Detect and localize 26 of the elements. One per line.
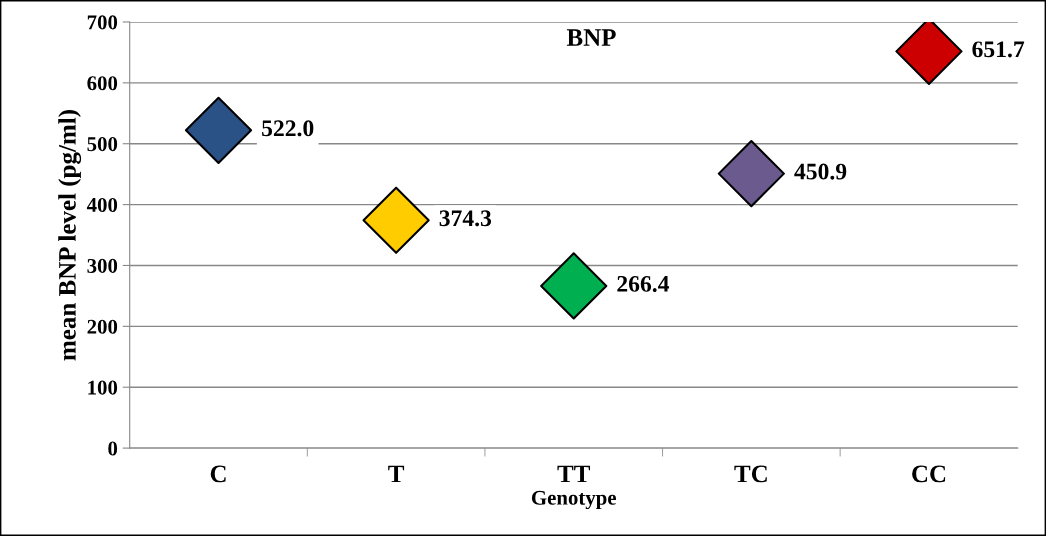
y-tick-label: 500 bbox=[87, 137, 118, 152]
y-tick-label: 200 bbox=[87, 319, 118, 334]
point bbox=[362, 186, 430, 254]
y-tick-label: 0 bbox=[108, 441, 118, 456]
data-label: 266.4 bbox=[617, 275, 670, 292]
x-axis-title: Genotype bbox=[531, 490, 617, 510]
point bbox=[895, 21, 963, 85]
x-tick-label: C bbox=[210, 465, 226, 483]
data-label: 450.9 bbox=[794, 163, 847, 180]
data-label: 374.3 bbox=[439, 210, 492, 227]
y-tick-label: 300 bbox=[87, 258, 118, 273]
y-tick-label: 700 bbox=[87, 15, 118, 30]
x-tick-label: TT bbox=[557, 465, 591, 483]
y-tick-label: 400 bbox=[86, 197, 118, 213]
point bbox=[717, 140, 785, 208]
y-tick-label: 600 bbox=[87, 76, 118, 91]
y-tick-label: 100 bbox=[88, 380, 118, 395]
x-tick-label: TC bbox=[734, 465, 767, 483]
data-label: 522.0 bbox=[262, 120, 314, 137]
point bbox=[184, 96, 253, 164]
x-tick-label: CC bbox=[912, 465, 946, 483]
point bbox=[540, 252, 608, 320]
x-tick-label: T bbox=[388, 465, 405, 483]
chart-title: BNP bbox=[566, 29, 616, 46]
data-label: 651.7 bbox=[972, 41, 1025, 58]
y-axis-title: mean BNP level (pg/ml) bbox=[58, 110, 82, 361]
